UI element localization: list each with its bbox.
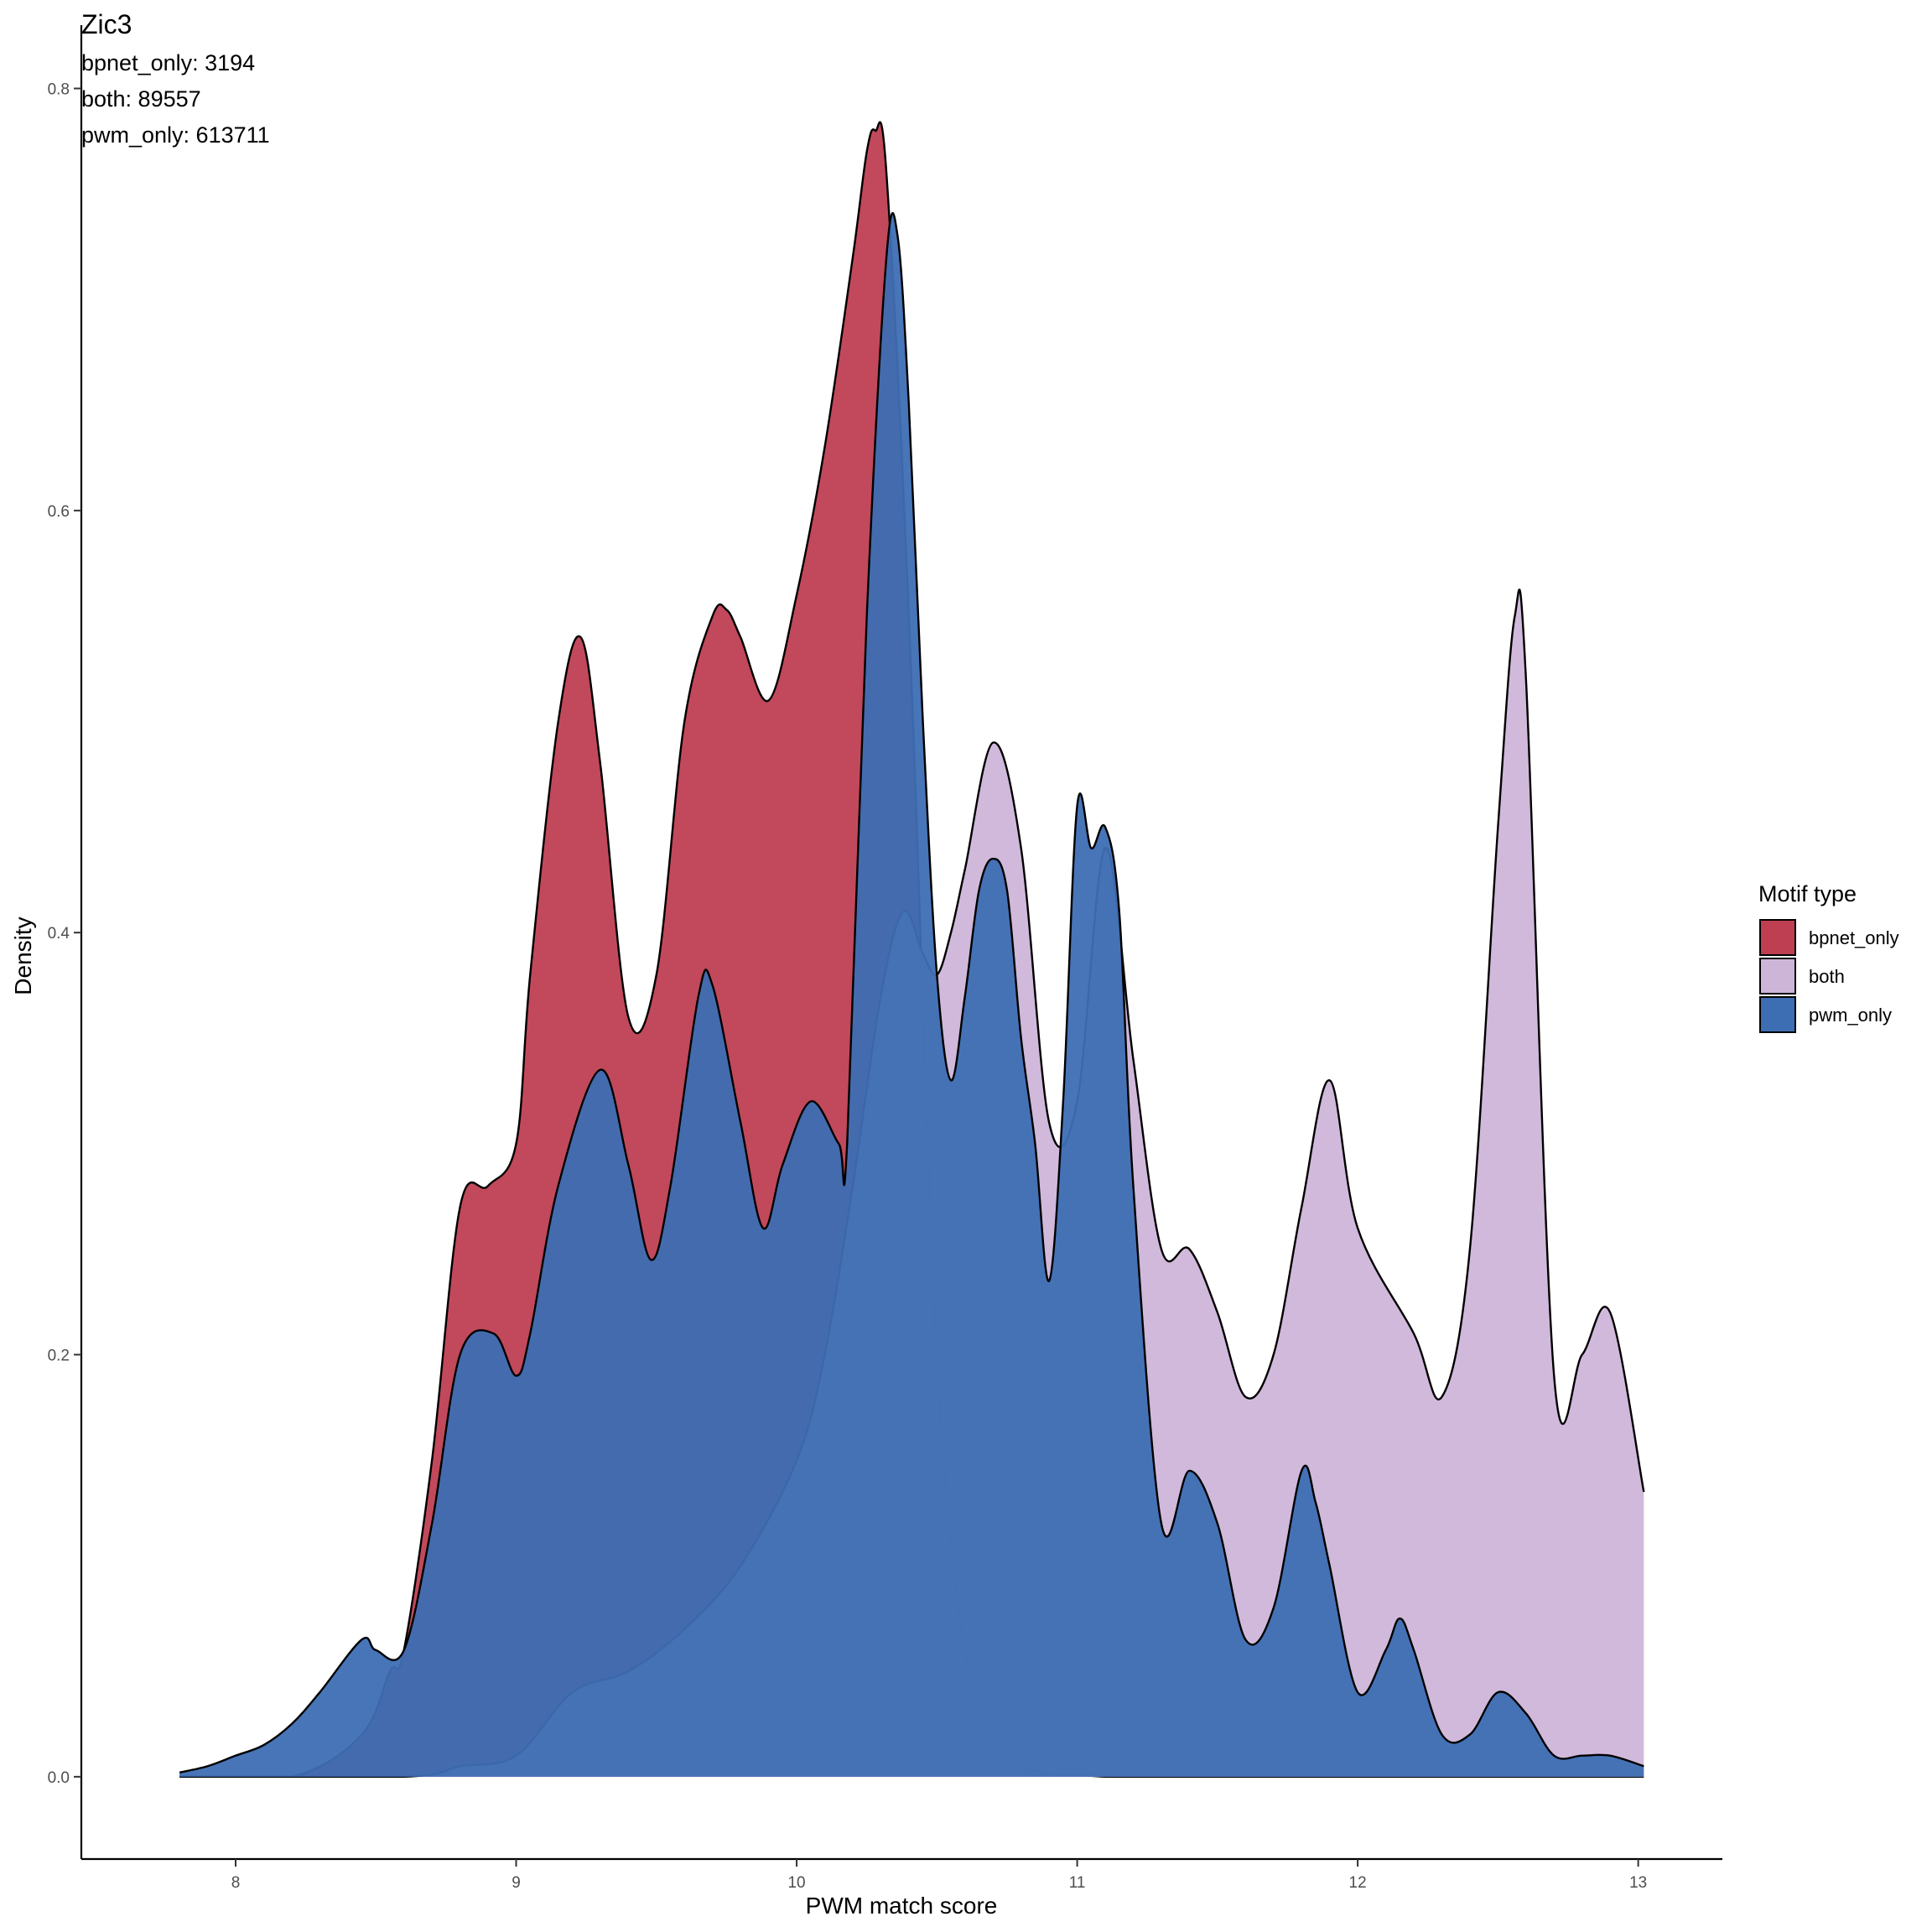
legend-label-both: both [1809, 966, 1845, 987]
x-tick-label: 8 [231, 1874, 241, 1892]
x-tick-label: 9 [512, 1874, 521, 1892]
x-axis-title: PWM match score [806, 1893, 998, 1919]
x-tick-label: 13 [1629, 1874, 1647, 1892]
density-outline-pwm-only [179, 211, 1644, 1774]
x-tick-label: 12 [1349, 1874, 1367, 1892]
y-tick-label: 0.6 [48, 503, 70, 521]
y-axis-ticks: 0.0 0.2 0.4 0.6 0.8 [48, 81, 81, 1787]
y-tick-label: 0.4 [48, 925, 70, 943]
y-axis-title: Density [10, 917, 36, 995]
legend-swatch-both [1759, 958, 1796, 995]
count-annotation-pwm-only: pwm_only: 613711 [81, 122, 270, 148]
y-tick-label: 0.2 [48, 1348, 70, 1365]
legend-label-bpnet-only: bpnet_only [1809, 927, 1899, 948]
chart-title: Zic3 [81, 9, 132, 39]
count-annotation-bpnet-only: bpnet_only: 3194 [81, 50, 255, 75]
y-tick-label: 0.8 [48, 81, 70, 99]
legend-title: Motif type [1758, 881, 1857, 906]
density-areas [179, 121, 1645, 1779]
count-annotation-both: both: 89557 [81, 86, 201, 112]
y-tick-label: 0.0 [48, 1769, 70, 1787]
x-axis-ticks: 8 9 10 11 12 13 [231, 1859, 1647, 1892]
x-tick-label: 11 [1069, 1874, 1086, 1892]
density-area-pwm-only [179, 213, 1644, 1777]
legend-label-pwm-only: pwm_only [1809, 1005, 1892, 1026]
x-tick-label: 10 [787, 1874, 805, 1892]
legend-swatch-pwm-only [1759, 996, 1796, 1033]
legend-swatch-bpnet-only [1759, 919, 1796, 956]
